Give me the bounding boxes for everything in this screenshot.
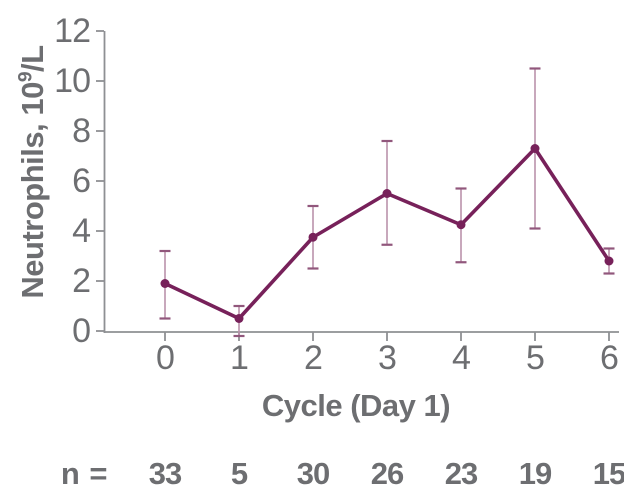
n-value: 30 bbox=[296, 456, 330, 491]
x-tick-label: 2 bbox=[304, 339, 322, 377]
data-point bbox=[604, 256, 614, 266]
n-value: 5 bbox=[230, 456, 248, 491]
y-axis-label: Neutrophils, 109/L bbox=[15, 45, 51, 298]
data-point bbox=[456, 220, 466, 230]
y-tick-label: 2 bbox=[72, 262, 90, 300]
y-tick-label: 6 bbox=[72, 162, 90, 200]
y-axis-label-suffix: /L bbox=[15, 45, 50, 72]
n-value: 33 bbox=[148, 456, 182, 491]
x-tick-label: 0 bbox=[156, 339, 174, 377]
y-axis-label-superscript: 9 bbox=[15, 71, 37, 83]
x-tick-label: 3 bbox=[378, 339, 396, 377]
data-point bbox=[308, 232, 318, 242]
n-value: 26 bbox=[370, 456, 404, 491]
n-value: 23 bbox=[444, 456, 478, 491]
y-tick-label: 8 bbox=[72, 112, 90, 150]
data-point bbox=[382, 189, 392, 198]
data-point bbox=[160, 279, 170, 288]
y-tick-label: 4 bbox=[72, 212, 90, 250]
y-tick-label: 12 bbox=[54, 12, 90, 50]
n-value: 15 bbox=[592, 456, 624, 491]
data-point bbox=[234, 314, 244, 323]
y-axis-label-prefix: Neutrophils, 10 bbox=[15, 82, 50, 299]
x-tick-label: 1 bbox=[230, 339, 248, 377]
y-tick-label: 10 bbox=[54, 62, 90, 100]
x-axis-label: Cycle (Day 1) bbox=[261, 388, 451, 423]
x-tick-label: 4 bbox=[452, 339, 470, 377]
n-value: 19 bbox=[518, 456, 552, 491]
x-tick-label: 6 bbox=[600, 339, 618, 377]
x-tick-label: 5 bbox=[526, 339, 544, 377]
n-row-label: n = bbox=[60, 456, 108, 491]
data-point bbox=[530, 144, 540, 153]
y-tick-label: 0 bbox=[72, 312, 90, 350]
